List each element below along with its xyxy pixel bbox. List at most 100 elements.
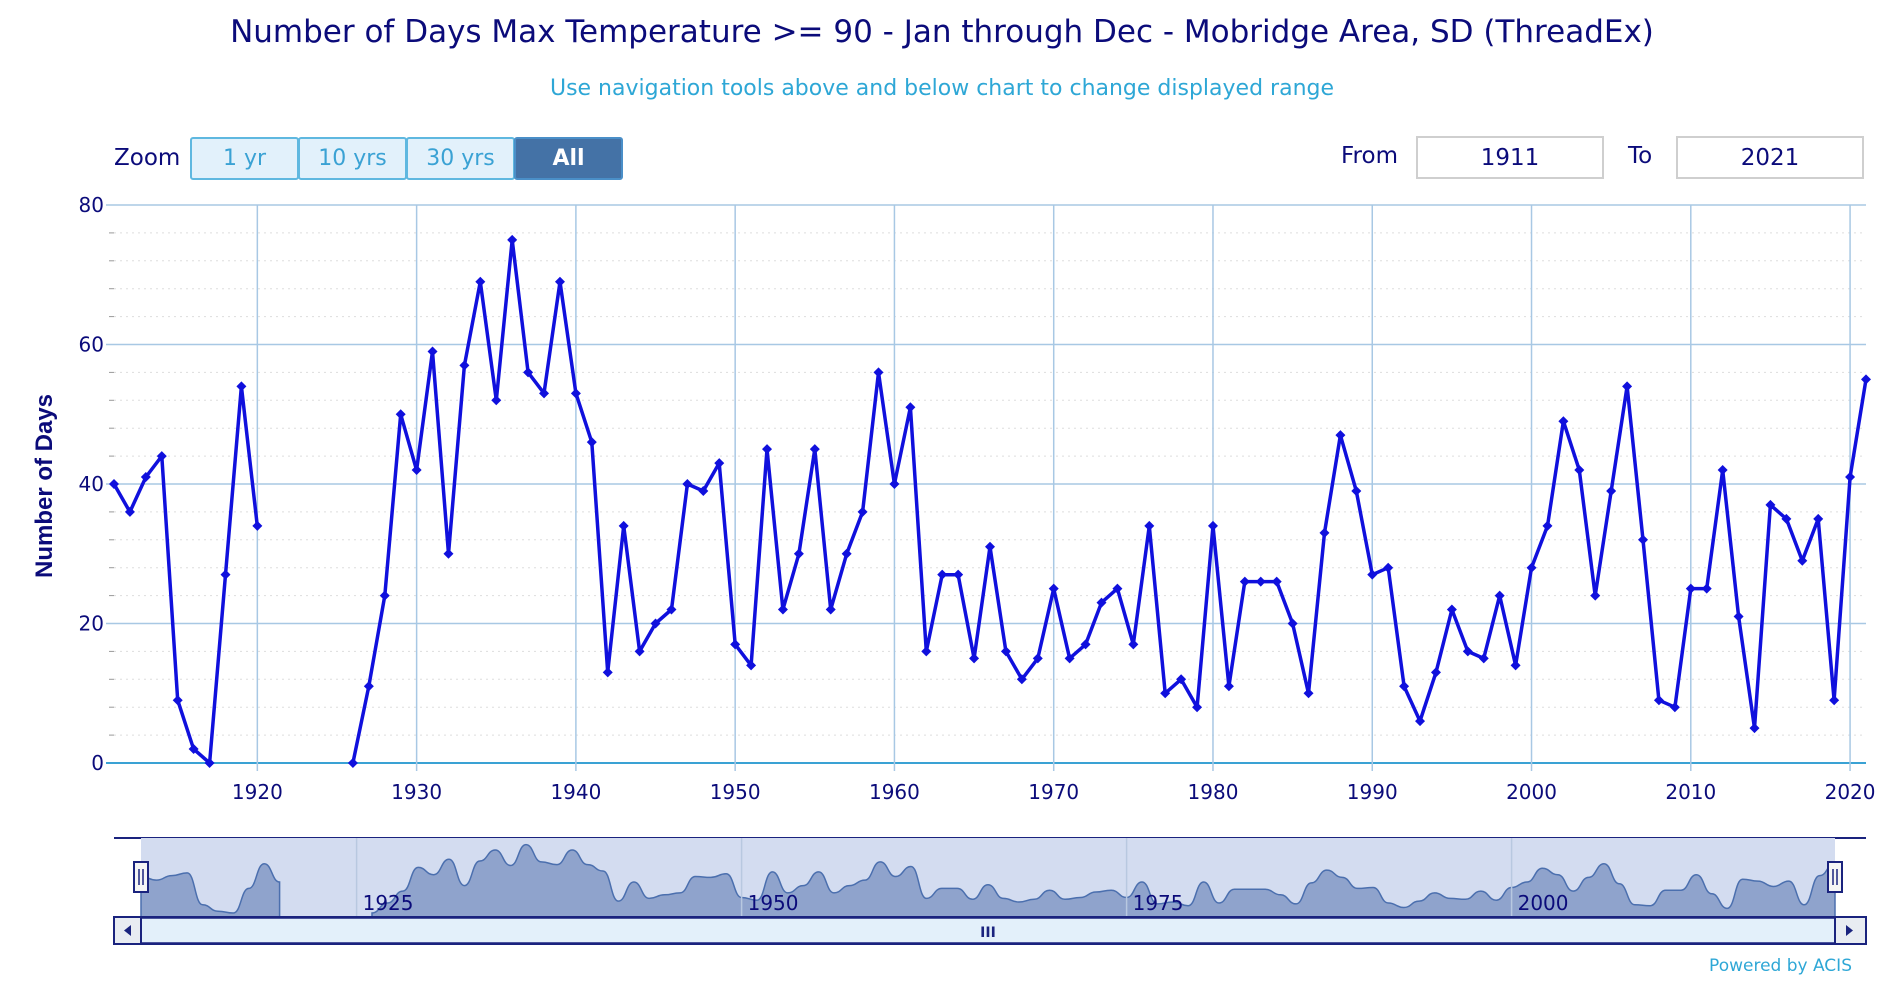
data-point[interactable] <box>1542 520 1553 531</box>
data-point[interactable] <box>1781 513 1792 524</box>
data-point[interactable] <box>156 451 167 462</box>
data-point[interactable] <box>650 618 661 629</box>
data-point[interactable] <box>841 548 852 559</box>
data-point[interactable] <box>1383 562 1394 573</box>
data-point[interactable] <box>443 548 454 559</box>
data-point[interactable] <box>1861 374 1871 385</box>
data-point[interactable] <box>1558 416 1569 427</box>
data-point[interactable] <box>1335 430 1346 441</box>
powered-by-credit[interactable]: Powered by ACIS <box>1709 956 1852 976</box>
data-point[interactable] <box>985 541 995 552</box>
data-point[interactable] <box>1207 520 1218 531</box>
data-point[interactable] <box>1590 590 1601 601</box>
scroll-right-button[interactable] <box>1834 916 1867 945</box>
data-point[interactable] <box>252 520 263 531</box>
data-point[interactable] <box>507 234 518 245</box>
data-point[interactable] <box>1192 702 1203 713</box>
data-point[interactable] <box>1510 660 1521 671</box>
data-point[interactable] <box>539 388 550 399</box>
data-point[interactable] <box>1287 618 1298 629</box>
data-point[interactable] <box>204 758 215 768</box>
data-point[interactable] <box>714 458 725 469</box>
navigator-left-handle[interactable] <box>133 861 149 893</box>
data-point[interactable] <box>953 569 964 580</box>
data-point[interactable] <box>666 604 677 615</box>
data-point[interactable] <box>1016 674 1027 685</box>
data-point[interactable] <box>347 758 358 768</box>
data-point[interactable] <box>857 506 868 517</box>
data-point[interactable] <box>1112 583 1123 594</box>
data-point[interactable] <box>1223 681 1234 692</box>
data-point[interactable] <box>1733 611 1744 622</box>
data-point[interactable] <box>1000 646 1011 657</box>
data-point[interactable] <box>220 569 231 580</box>
data-point[interactable] <box>1096 597 1107 608</box>
zoom-10yrs-button[interactable]: 10 yrs <box>298 137 407 180</box>
data-point[interactable] <box>905 402 916 413</box>
data-point[interactable] <box>236 381 247 392</box>
data-point[interactable] <box>1160 688 1171 699</box>
data-point[interactable] <box>1797 555 1808 566</box>
data-point[interactable] <box>172 695 183 706</box>
data-point[interactable] <box>873 367 884 378</box>
data-point[interactable] <box>746 660 757 671</box>
data-point[interactable] <box>1701 583 1712 594</box>
data-point[interactable] <box>1829 695 1840 706</box>
data-point[interactable] <box>1271 576 1282 587</box>
data-point[interactable] <box>1494 590 1505 601</box>
data-point[interactable] <box>411 465 422 476</box>
data-point[interactable] <box>475 276 486 287</box>
data-point[interactable] <box>1351 485 1362 496</box>
data-point[interactable] <box>921 646 932 657</box>
zoom-all-button[interactable]: All <box>514 137 623 180</box>
data-point[interactable] <box>395 409 406 420</box>
scroll-left-button[interactable] <box>113 916 142 945</box>
data-point[interactable] <box>1653 695 1664 706</box>
data-point[interactable] <box>363 681 374 692</box>
data-point[interactable] <box>570 388 581 399</box>
series-line-group[interactable] <box>109 234 1871 768</box>
data-point[interactable] <box>1239 576 1250 587</box>
data-point[interactable] <box>1128 639 1139 650</box>
data-point[interactable] <box>124 506 135 517</box>
data-point[interactable] <box>1845 472 1856 483</box>
data-point[interactable] <box>1303 688 1314 699</box>
data-point[interactable] <box>1622 381 1633 392</box>
data-point[interactable] <box>1765 499 1776 510</box>
data-point[interactable] <box>777 604 788 615</box>
data-point[interactable] <box>889 479 900 489</box>
range-from-input[interactable] <box>1416 136 1604 179</box>
data-point[interactable] <box>809 444 820 455</box>
data-point[interactable] <box>937 569 948 580</box>
data-point[interactable] <box>618 520 629 531</box>
data-point[interactable] <box>1399 681 1410 692</box>
data-point[interactable] <box>1462 646 1473 657</box>
range-to-input[interactable] <box>1676 136 1864 179</box>
data-point[interactable] <box>459 360 470 371</box>
data-point[interactable] <box>1255 576 1266 587</box>
data-point[interactable] <box>969 653 980 664</box>
data-point[interactable] <box>1367 569 1378 580</box>
data-point[interactable] <box>634 646 645 657</box>
data-point[interactable] <box>1717 465 1728 476</box>
data-point[interactable] <box>554 276 565 287</box>
data-point[interactable] <box>1080 639 1091 650</box>
data-point[interactable] <box>793 548 804 559</box>
data-point[interactable] <box>1669 702 1680 713</box>
data-point[interactable] <box>1574 465 1585 476</box>
data-point[interactable] <box>762 444 773 455</box>
data-point[interactable] <box>586 437 597 448</box>
data-point[interactable] <box>1638 534 1649 545</box>
data-point[interactable] <box>825 604 836 615</box>
data-point[interactable] <box>1176 674 1187 685</box>
scrollbar-grip[interactable]: III <box>980 925 996 941</box>
data-point[interactable] <box>1749 723 1760 734</box>
zoom-30yrs-button[interactable]: 30 yrs <box>406 137 515 180</box>
data-point[interactable] <box>188 744 199 755</box>
data-point[interactable] <box>523 367 534 378</box>
data-point[interactable] <box>427 346 438 357</box>
navigator-right-handle[interactable] <box>1827 861 1843 893</box>
data-point[interactable] <box>1526 562 1537 573</box>
data-point[interactable] <box>1415 716 1426 727</box>
data-point[interactable] <box>1478 653 1489 664</box>
